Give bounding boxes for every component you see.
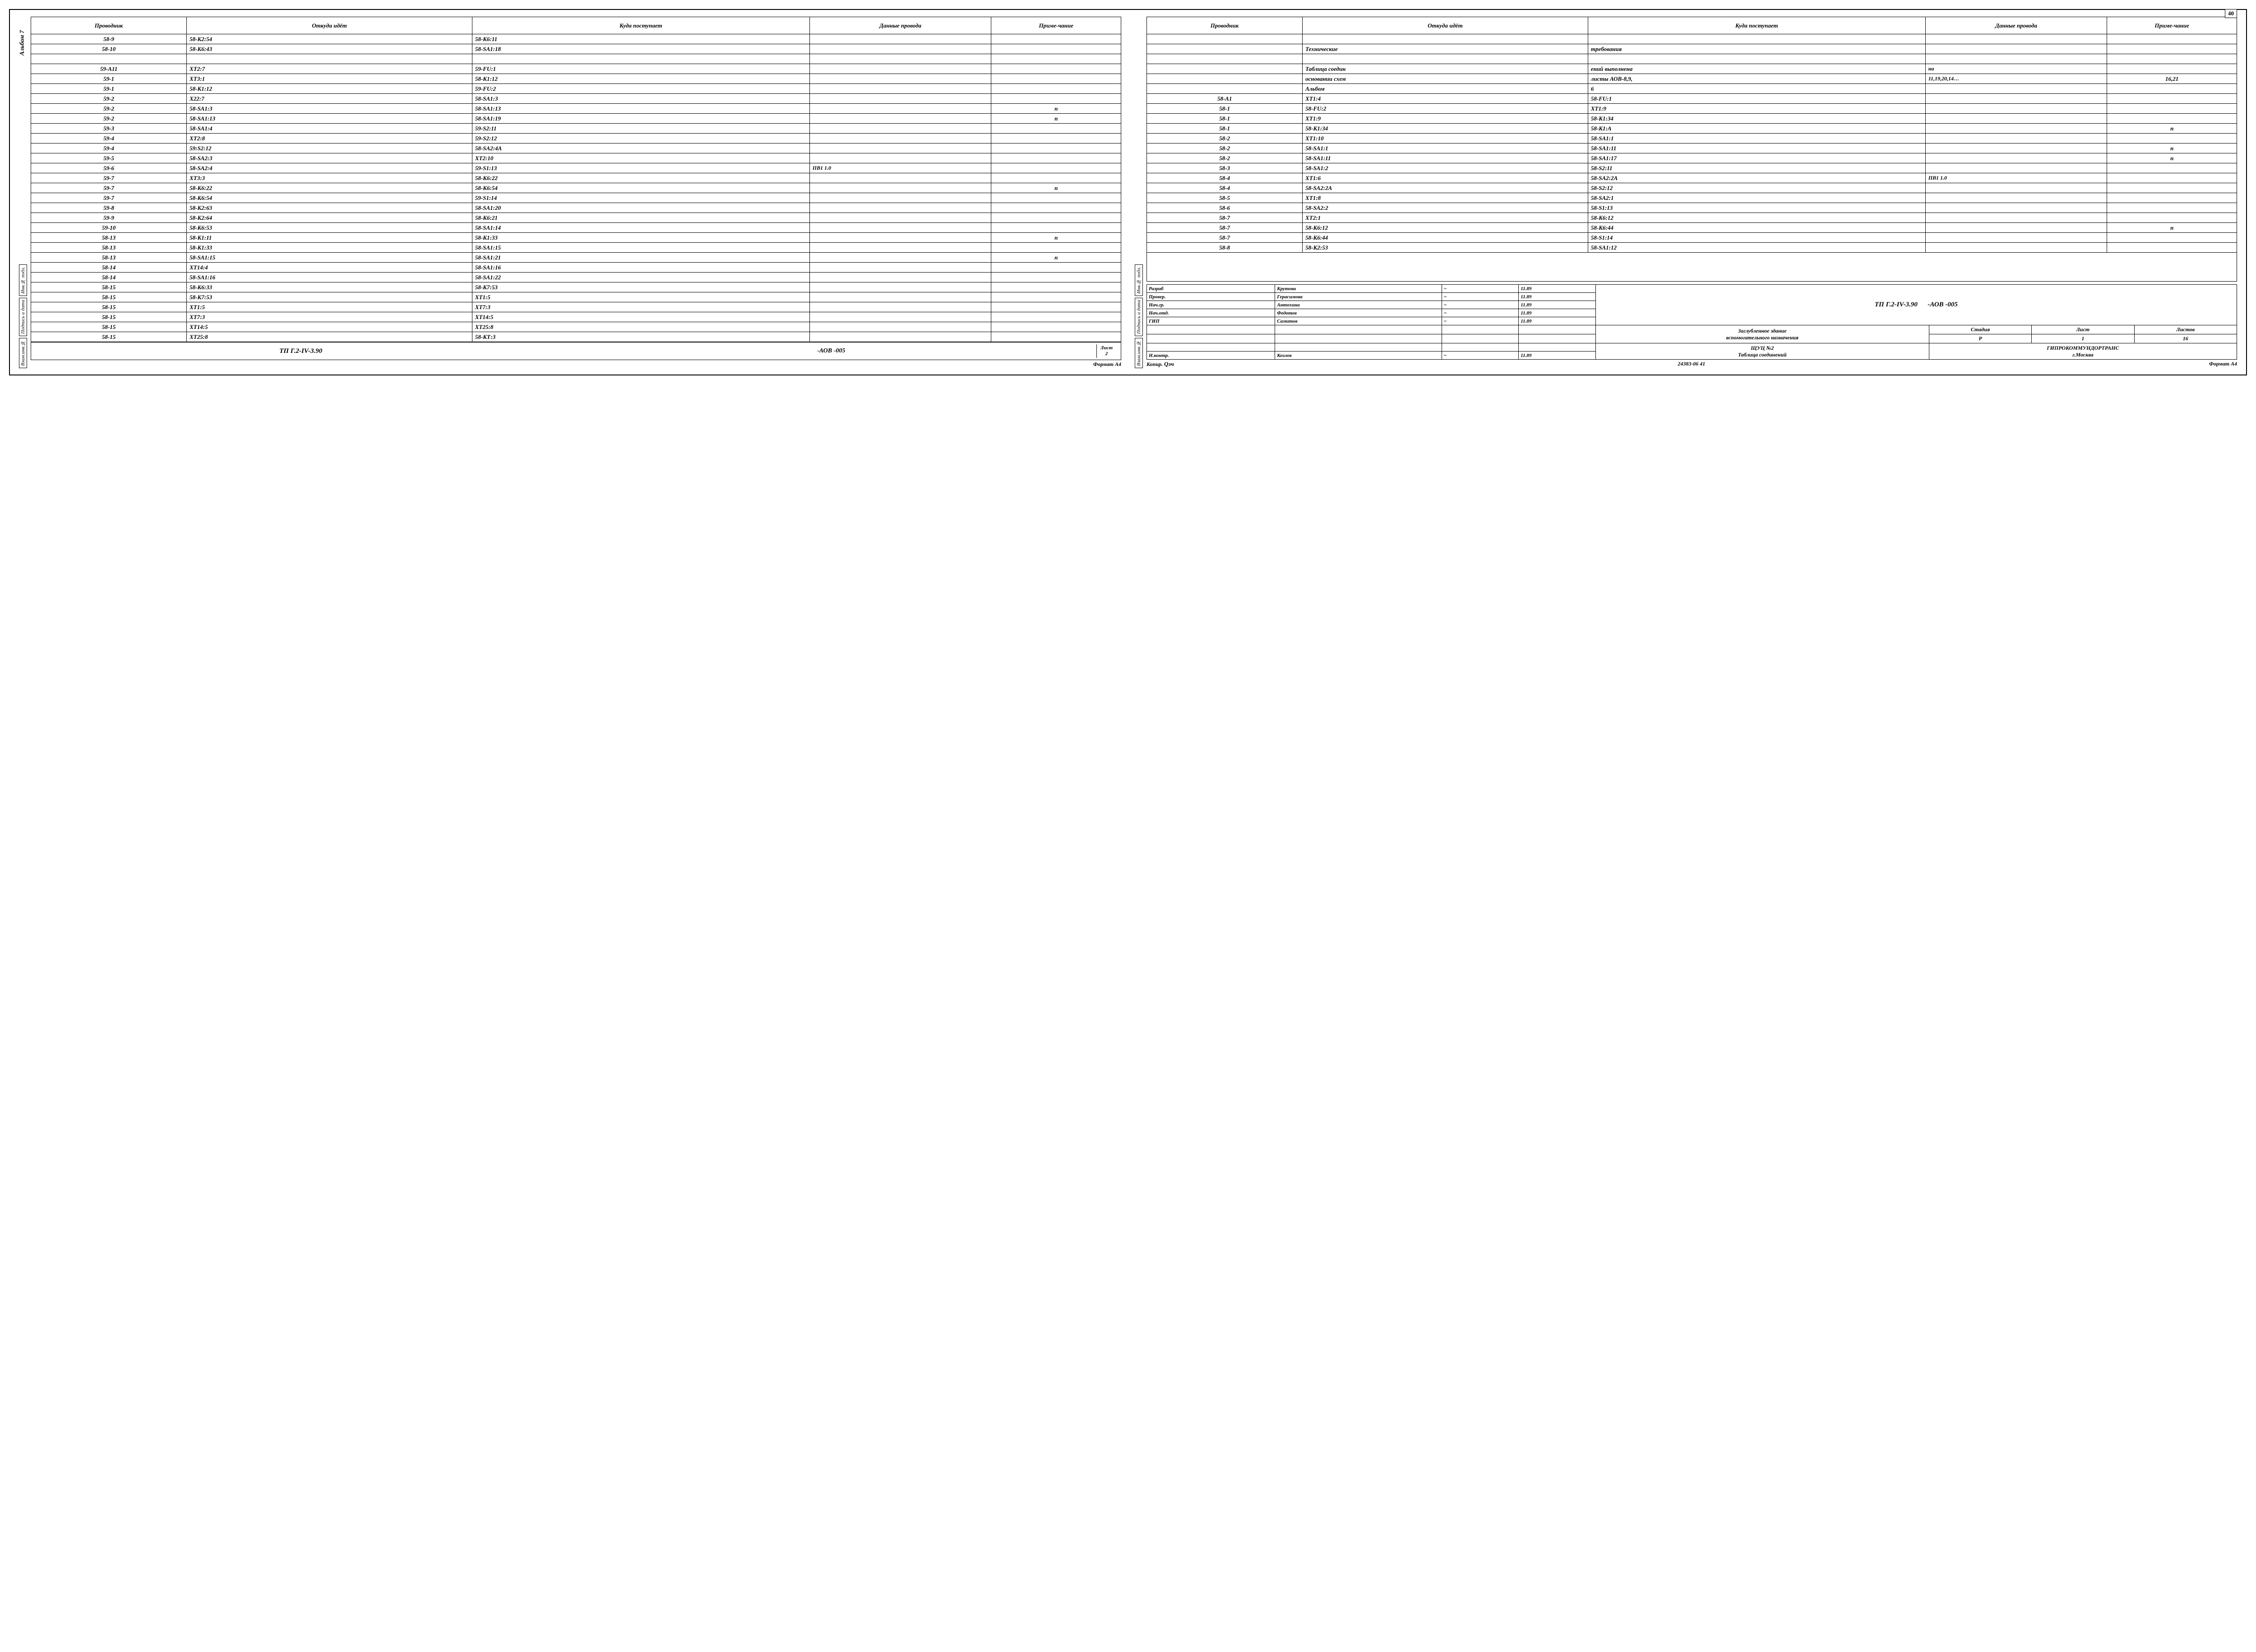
th-note: Приме-чание bbox=[991, 17, 1121, 34]
table-row: основании схемлисты АОВ-8,9,11,19,20,14…… bbox=[1147, 74, 2237, 84]
doc-code-cell: ТП Г.2-IV-3.90 -АОВ -005 bbox=[1595, 285, 2237, 325]
building-title: Заглубленное здание вспомогательного наз… bbox=[1595, 325, 1929, 343]
right-side-strip: Взам.инв.№ Подпись и дата Инв.№ подл. bbox=[1135, 264, 1143, 368]
table-row: 58-758-К6:4458-S1:14 bbox=[1147, 233, 2237, 243]
table-row: Альбом6 bbox=[1147, 84, 2237, 94]
right-connection-table: Проводник Откуда идёт Куда поступает Дан… bbox=[1146, 17, 2237, 253]
table-row: 58-458-SA2:2A58-S2:12 bbox=[1147, 183, 2237, 193]
th-wire: Данные провода bbox=[809, 17, 991, 34]
table-row: 59-158-К1:1259-FU:2 bbox=[31, 84, 1121, 94]
th-wire-r: Данные провода bbox=[1925, 17, 2107, 34]
side-inv-r: Инв.№ подл. bbox=[1135, 264, 1143, 296]
name-0: Крутова bbox=[1275, 285, 1442, 293]
left-connection-table: Проводник Откуда идёт Куда поступает Дан… bbox=[31, 17, 1121, 342]
table-row: 58-2ХТ1:1058-SA1:1 bbox=[1147, 134, 2237, 143]
side-vzam: Взам.инв.№ bbox=[19, 338, 27, 368]
table-row: 58-1458-SA1:1658-SA1:22 bbox=[31, 273, 1121, 282]
table-row: 59-258-SA1:358-SA1:13п bbox=[31, 104, 1121, 114]
th-to-r: Куда поступает bbox=[1588, 17, 1925, 34]
table-row: 58-358-SA1:258-S2:11 bbox=[1147, 163, 2237, 173]
left-half: Альбом 7 Взам.инв.№ Подпись и дата Инв.№… bbox=[19, 17, 1121, 368]
table-row: 58-858-К2:5358-SA1:12 bbox=[1147, 243, 2237, 253]
aob-code: -АОВ -005 bbox=[566, 347, 1096, 355]
table-row: 59-258-SA1:1358-SA1:19п bbox=[31, 114, 1121, 124]
table-row: 58-15ХТ1:5ХТ7:3 bbox=[31, 302, 1121, 312]
table-row: 59-358-SA1:459-S2:11 bbox=[31, 124, 1121, 134]
footer-right: Копир. Qэч 24383-06 41 Формат А4 bbox=[1146, 360, 2237, 368]
table-row: 59-4ХТ2:859-S2:12 bbox=[31, 134, 1121, 143]
page-number: 40 bbox=[2225, 9, 2237, 18]
side-vzam-r: Взам.инв.№ bbox=[1135, 338, 1143, 368]
table-row bbox=[1147, 34, 2237, 44]
sig-0: ~ bbox=[1442, 285, 1519, 293]
table-row: 58-758-К6:1258-К6:44п bbox=[1147, 223, 2237, 233]
side-inv: Инв.№ подл. bbox=[19, 264, 27, 296]
format-left: Формат А4 bbox=[31, 360, 1121, 368]
table-row: 58-1358-SA1:1558-SA1:21п bbox=[31, 253, 1121, 263]
table-row: 58-958-К2:5458-К6:11 bbox=[31, 34, 1121, 44]
table-row: 58-658-SA2:258-S1:13 bbox=[1147, 203, 2237, 213]
table-row: 58-1358-К1:1158-К1:33п bbox=[31, 233, 1121, 243]
table-row: 58-1558-К6:3358-К7:53 bbox=[31, 282, 1121, 292]
table-row: 59-1ХТ3:158-К1:12 bbox=[31, 74, 1121, 84]
album-label: Альбом 7 bbox=[19, 26, 26, 60]
table-row: 58-158-FU:2ХТ1:9 bbox=[1147, 104, 2237, 114]
table-row: 59-758-К6:2258-К6:54п bbox=[31, 183, 1121, 193]
table-row: 59-658-SA2:459-S1:13ПВ1 1.0 bbox=[31, 163, 1121, 173]
table-row: 58-15ХТ25:858-КТ:3 bbox=[31, 332, 1121, 342]
table-row: 59-459:S2:1258-SA2:4A bbox=[31, 143, 1121, 153]
side-podp: Подпись и дата bbox=[19, 297, 27, 336]
date-0: 11.89 bbox=[1519, 285, 1596, 293]
table-row: 58-258-SA1:158-SA1:11п bbox=[1147, 143, 2237, 153]
list-num: 2 bbox=[1100, 351, 1113, 357]
table-row: 58-5ХТ1:858-SA2:1 bbox=[1147, 193, 2237, 203]
table-row: 59-7ХТ3:358-К6:22 bbox=[31, 173, 1121, 183]
table-row: 58-14ХТ14:458-SA1:16 bbox=[31, 263, 1121, 273]
drawing-sheet: 40 Альбом 7 Взам.инв.№ Подпись и дата Ин… bbox=[9, 9, 2247, 375]
table-row: 58-1ХТ1:958-К1:34 bbox=[1147, 114, 2237, 124]
table-row: 58-7ХТ2:158-К6:12 bbox=[1147, 213, 2237, 223]
table-row: 58-1058-К6:4358-SA1:18 bbox=[31, 44, 1121, 54]
table-row bbox=[31, 54, 1121, 64]
table-row: 59-1058-К6:5358-SA1:14 bbox=[31, 223, 1121, 233]
table-row: 58-1558-К7:53ХТ1:5 bbox=[31, 292, 1121, 302]
table-title: ЩУЦ №2 Таблица соединений bbox=[1595, 343, 1929, 360]
left-side-strip: Взам.инв.№ Подпись и дата Инв.№ подл. bbox=[19, 264, 27, 368]
role-0: Разраб bbox=[1147, 285, 1275, 293]
th-from: Откуда идёт bbox=[187, 17, 472, 34]
th-note-r: Приме-чание bbox=[2107, 17, 2237, 34]
table-row: 58-258-SA1:1158-SA1:17п bbox=[1147, 153, 2237, 163]
table-row bbox=[1147, 54, 2237, 64]
table-row: 58-А1ХТ1:458-FU:1 bbox=[1147, 94, 2237, 104]
table-row: 58-15ХТ14:5ХТ25:8 bbox=[31, 322, 1121, 332]
table-row: 58-15ХТ7:3ХТ14:5 bbox=[31, 312, 1121, 322]
table-row: 58-4ХТ1:658-SA2:2AПВ1 1.0 bbox=[1147, 173, 2237, 183]
side-podp-r: Подпись и дата bbox=[1135, 297, 1143, 336]
table-row: 59-А11ХТ2:759-FU:1 bbox=[31, 64, 1121, 74]
th-to: Куда поступает bbox=[472, 17, 809, 34]
table-row: Таблица соединений выполненана bbox=[1147, 64, 2237, 74]
blank-area bbox=[1146, 253, 2237, 282]
list-label: Лист bbox=[1100, 345, 1113, 351]
left-title-block: ТП Г.2-IV-3.90 -АОВ -005 Лист 2 bbox=[31, 342, 1121, 360]
right-half: Взам.инв.№ Подпись и дата Инв.№ подл. Пр… bbox=[1135, 17, 2237, 368]
tp-code: ТП Г.2-IV-3.90 bbox=[36, 347, 566, 355]
org-cell: ГИПРОКОММУНДОРТРАНС г.Москва bbox=[1929, 343, 2237, 360]
table-row: 58-1358-К1:3358-SA1:15 bbox=[31, 243, 1121, 253]
table-row: 58-158-К1:3458-К1:Ап bbox=[1147, 124, 2237, 134]
title-block-stamp: Разраб Крутова ~ 11.89 ТП Г.2-IV-3.90 -А… bbox=[1146, 284, 2237, 360]
table-row: 59-858-К2:6358-SA1:20 bbox=[31, 203, 1121, 213]
table-row: Техническиетребования bbox=[1147, 44, 2237, 54]
table-row: 59-758-К6:5459-S1:14 bbox=[31, 193, 1121, 203]
table-row: 59-558-SA2:3ХТ2:10 bbox=[31, 153, 1121, 163]
th-conductor-r: Проводник bbox=[1147, 17, 1303, 34]
table-row: 59-958-К2:6458-К6:21 bbox=[31, 213, 1121, 223]
th-from-r: Откуда идёт bbox=[1303, 17, 1588, 34]
th-conductor: Проводник bbox=[31, 17, 187, 34]
table-row: 59-2Х22:758-SA1:3 bbox=[31, 94, 1121, 104]
